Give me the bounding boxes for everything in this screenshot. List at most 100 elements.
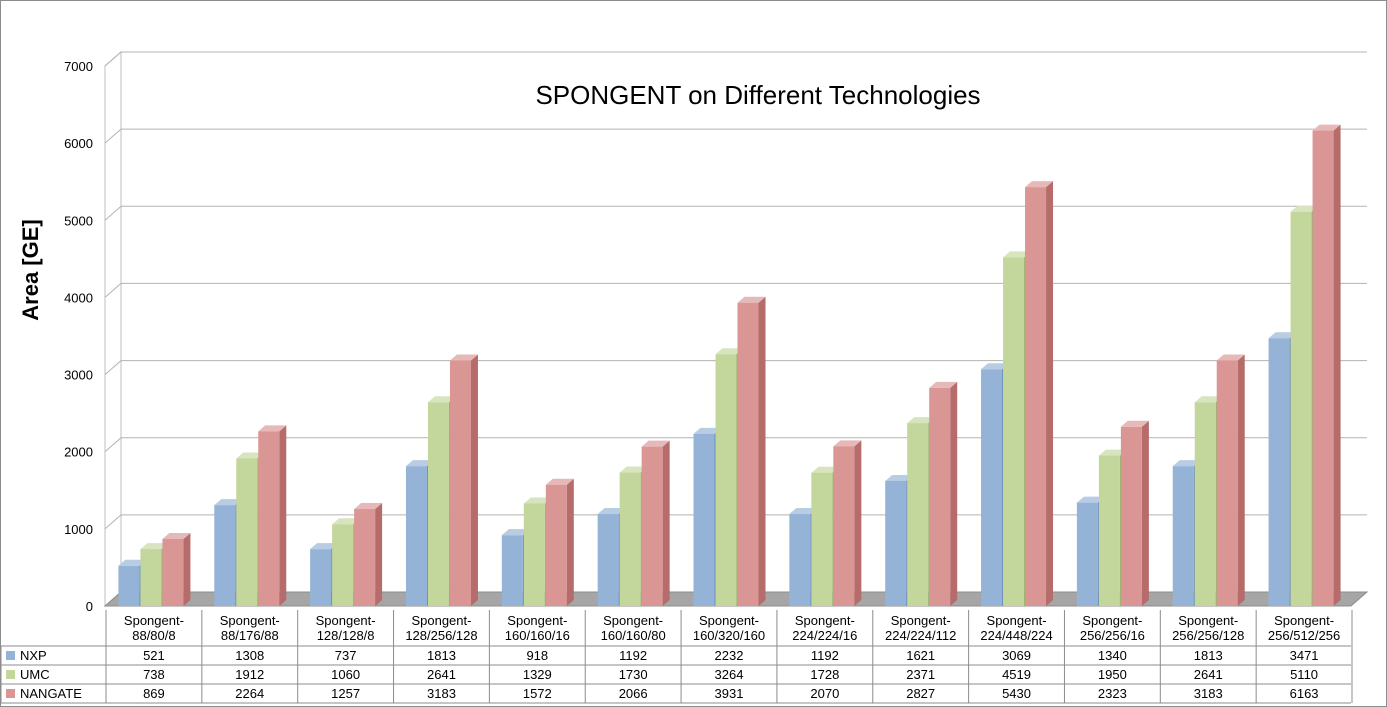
data-label: 1192 [811, 648, 839, 663]
side-wall [104, 50, 122, 608]
data-label: 5430 [1002, 686, 1031, 701]
series-name: NANGATE [20, 686, 82, 701]
bar-nangate [929, 381, 958, 606]
category-label: Spongent- [124, 613, 184, 628]
bar-nangate [737, 296, 766, 606]
data-label: 1257 [331, 686, 360, 701]
data-label: 1329 [523, 667, 552, 682]
category-label: Spongent- [891, 613, 951, 628]
data-label: 1813 [1194, 648, 1223, 663]
data-label: 3931 [715, 686, 744, 701]
series-name: UMC [20, 667, 50, 682]
data-label: 5110 [1290, 667, 1318, 682]
gridline [104, 282, 1367, 298]
category-label: 160/160/16 [505, 628, 570, 643]
legend-key-umc [6, 670, 15, 679]
y-tick-label: 5000 [64, 213, 93, 228]
bar-nangate [449, 354, 478, 606]
data-label: 1192 [619, 648, 647, 663]
series-name: NXP [20, 648, 47, 663]
gridline [104, 205, 1367, 221]
y-tick-label: 0 [86, 599, 93, 614]
category-label: 88/176/88 [221, 628, 279, 643]
category-label: Spongent- [795, 613, 855, 628]
category-label: Spongent- [1082, 613, 1142, 628]
data-label: 3183 [427, 686, 456, 701]
y-tick-label: 1000 [64, 522, 93, 537]
data-label: 1813 [427, 648, 456, 663]
data-label: 1060 [331, 667, 360, 682]
category-label: 128/128/8 [317, 628, 375, 643]
legend-key-nxp [6, 651, 15, 660]
y-axis-label: Area [GE] [18, 219, 43, 320]
bar-nangate [545, 478, 574, 606]
category-label: 224/224/16 [792, 628, 857, 643]
bar-nangate [833, 440, 862, 606]
data-label: 1572 [523, 686, 552, 701]
category-label: 256/256/128 [1172, 628, 1244, 643]
category-label: Spongent- [411, 613, 471, 628]
data-label: 3069 [1002, 648, 1031, 663]
data-label: 2827 [906, 686, 935, 701]
bar-nangate [354, 503, 383, 606]
category-label: 224/224/112 [885, 628, 956, 643]
data-label: 2641 [1194, 667, 1223, 682]
category-label: 160/160/80 [601, 628, 666, 643]
category-label: Spongent- [987, 613, 1047, 628]
data-label: 1728 [810, 667, 839, 682]
category-label: 224/448/224 [980, 628, 1052, 643]
category-label: 88/80/8 [132, 628, 175, 643]
data-label: 738 [143, 667, 165, 682]
bar-nangate [1120, 420, 1149, 606]
y-tick-label: 2000 [64, 445, 93, 460]
bar-nangate [162, 532, 191, 606]
y-tick-label: 7000 [64, 59, 93, 74]
category-label: Spongent- [1274, 613, 1334, 628]
data-label: 2641 [427, 667, 456, 682]
data-label: 3264 [715, 667, 744, 682]
data-label: 869 [143, 686, 165, 701]
bar-nangate [1312, 124, 1341, 606]
y-tick-label: 6000 [64, 136, 93, 151]
data-label: 918 [526, 648, 548, 663]
bar-nangate [1025, 181, 1054, 606]
data-label: 1340 [1098, 648, 1127, 663]
y-tick-label: 4000 [64, 290, 93, 305]
data-label: 2264 [235, 686, 264, 701]
chart-title: SPONGENT on Different Technologies [535, 80, 980, 110]
data-label: 2323 [1098, 686, 1127, 701]
gridline [104, 51, 1367, 67]
gridline [104, 128, 1367, 144]
bar-nangate [258, 425, 287, 606]
data-label: 1912 [235, 667, 264, 682]
data-label: 2371 [906, 667, 935, 682]
data-table: Spongent-88/80/8Spongent-88/176/88Sponge… [0, 610, 1353, 704]
bar-nangate [1216, 354, 1245, 606]
data-label: 6163 [1290, 686, 1319, 701]
bar-nangate [641, 440, 670, 606]
category-label: Spongent- [316, 613, 376, 628]
y-tick-labels: 0 1000 2000 3000 4000 5000 6000 7000 [64, 59, 93, 614]
data-label: 2066 [619, 686, 648, 701]
category-label: Spongent- [1178, 613, 1238, 628]
data-label: 3471 [1290, 648, 1319, 663]
data-label: 2232 [715, 648, 744, 663]
gridline [104, 360, 1367, 375]
category-label: Spongent- [507, 613, 567, 628]
data-label: 4519 [1002, 667, 1031, 682]
category-label: 160/320/160 [693, 628, 765, 643]
category-label: 256/256/16 [1080, 628, 1145, 643]
data-label: 1730 [619, 667, 648, 682]
data-label: 1621 [906, 648, 935, 663]
data-label: 2070 [810, 686, 839, 701]
bars [118, 124, 1341, 607]
y-tick-label: 3000 [64, 368, 93, 383]
data-label: 1950 [1098, 667, 1127, 682]
category-label: Spongent- [603, 613, 663, 628]
data-label: 521 [143, 648, 165, 663]
category-label: 128/256/128 [405, 628, 477, 643]
category-label: Spongent- [220, 613, 280, 628]
category-label: Spongent- [699, 613, 759, 628]
legend-key-nangate [6, 689, 15, 698]
